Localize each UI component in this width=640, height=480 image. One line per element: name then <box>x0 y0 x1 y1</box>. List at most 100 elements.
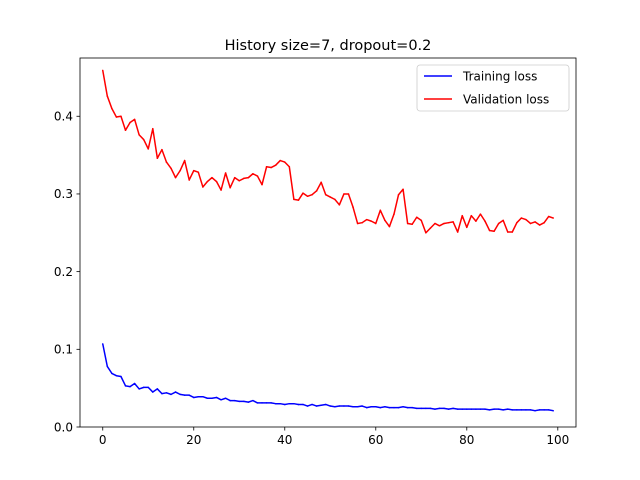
x-tick-label: 40 <box>277 433 292 447</box>
data-point-validation-loss <box>402 188 404 191</box>
data-point-training-loss <box>429 407 432 410</box>
data-point-training-loss <box>411 406 413 409</box>
data-point-training-loss <box>461 408 463 410</box>
y-tick-label: 0.4 <box>54 110 73 124</box>
data-point-training-loss <box>179 393 181 396</box>
series-training-loss <box>102 343 554 412</box>
x-tick-label: 80 <box>459 433 474 447</box>
data-point-validation-loss <box>288 166 291 168</box>
data-point-validation-loss <box>170 167 172 170</box>
data-point-training-loss <box>534 409 536 412</box>
data-point-training-loss <box>343 405 345 407</box>
data-point-training-loss <box>129 385 131 388</box>
data-point-validation-loss <box>552 217 554 219</box>
data-point-training-loss <box>102 343 104 345</box>
data-point-validation-loss <box>443 222 445 225</box>
data-point-validation-loss <box>493 230 495 232</box>
data-point-training-loss <box>488 409 491 411</box>
data-point-validation-loss <box>370 220 372 222</box>
data-point-validation-loss <box>365 218 368 221</box>
data-point-training-loss <box>293 402 295 405</box>
data-point-training-loss <box>138 388 140 390</box>
data-point-validation-loss <box>124 129 127 131</box>
data-point-training-loss <box>547 409 550 411</box>
data-point-training-loss <box>415 407 418 410</box>
data-point-training-loss <box>516 409 518 411</box>
data-point-validation-loss <box>274 164 277 166</box>
data-point-training-loss <box>506 408 509 410</box>
legend: Training loss Validation loss <box>416 64 570 112</box>
data-point-validation-loss <box>511 231 514 233</box>
data-point-validation-loss <box>306 195 309 198</box>
data-point-training-loss <box>256 402 259 404</box>
data-point-validation-loss <box>188 179 190 181</box>
data-point-training-loss <box>520 409 523 411</box>
data-point-validation-loss <box>102 69 104 72</box>
data-point-validation-loss <box>284 161 286 163</box>
data-point-validation-loss <box>466 226 468 229</box>
data-point-validation-loss <box>220 189 222 191</box>
data-point-validation-loss <box>279 159 281 162</box>
data-point-training-loss <box>306 405 309 407</box>
data-point-validation-loss <box>338 204 341 206</box>
data-point-training-loss <box>243 400 245 403</box>
data-point-training-loss <box>347 405 350 407</box>
data-point-validation-loss <box>329 196 332 198</box>
data-point-training-loss <box>288 402 291 405</box>
data-point-training-loss <box>379 406 382 409</box>
data-point-validation-loss <box>397 193 400 196</box>
data-point-validation-loss <box>224 172 227 174</box>
data-point-training-loss <box>420 407 423 410</box>
data-point-training-loss <box>211 397 213 400</box>
data-point-validation-loss <box>106 95 109 97</box>
data-point-training-loss <box>356 406 359 408</box>
data-point-validation-loss <box>506 231 509 233</box>
data-point-validation-loss <box>447 221 450 224</box>
data-point-training-loss <box>397 406 400 409</box>
data-point-validation-loss <box>434 222 436 225</box>
data-point-training-loss <box>233 399 236 402</box>
data-point-training-loss <box>484 408 486 410</box>
data-point-validation-loss <box>475 220 477 222</box>
data-point-validation-loss <box>161 148 163 151</box>
data-point-training-loss <box>311 403 313 406</box>
data-point-validation-loss <box>334 198 336 201</box>
data-point-validation-loss <box>461 214 463 217</box>
data-point-validation-loss <box>516 221 518 224</box>
data-point-validation-loss <box>256 175 259 177</box>
y-tick-label: 0.2 <box>54 265 73 279</box>
data-point-training-loss <box>406 406 409 409</box>
chart-title: History size=7, dropout=0.2 <box>225 38 432 54</box>
data-point-training-loss <box>120 375 122 378</box>
data-point-training-loss <box>447 408 450 410</box>
data-point-training-loss <box>133 382 136 385</box>
data-point-training-loss <box>470 408 473 410</box>
data-point-validation-loss <box>456 231 459 233</box>
series-line-validation-loss <box>102 70 554 234</box>
axes-layer: 0 20 40 60 80 100 0.0 0.1 0.2 0.3 0.4 <box>54 57 577 447</box>
data-point-validation-loss <box>420 219 423 222</box>
data-point-training-loss <box>543 409 545 411</box>
series-line-training-loss <box>102 343 554 412</box>
data-point-training-loss <box>197 395 200 398</box>
data-point-training-loss <box>274 402 277 405</box>
data-point-training-loss <box>456 408 459 410</box>
data-point-validation-loss <box>452 221 454 223</box>
data-point-validation-loss <box>356 222 359 225</box>
data-point-training-loss <box>370 406 372 408</box>
data-point-training-loss <box>384 406 386 408</box>
data-point-training-loss <box>479 408 482 410</box>
data-point-validation-loss <box>297 199 300 201</box>
data-point-training-loss <box>443 407 445 410</box>
data-point-training-loss <box>142 386 145 389</box>
data-point-training-loss <box>238 400 241 403</box>
data-point-training-loss <box>361 405 363 407</box>
data-point-validation-loss <box>361 221 363 224</box>
x-tick-label: 0 <box>99 433 107 447</box>
data-point-training-loss <box>115 374 118 377</box>
y-tick-label: 0.0 <box>54 420 73 434</box>
data-point-validation-loss <box>315 190 318 192</box>
data-point-validation-loss <box>406 222 409 225</box>
data-point-training-loss <box>511 409 514 411</box>
